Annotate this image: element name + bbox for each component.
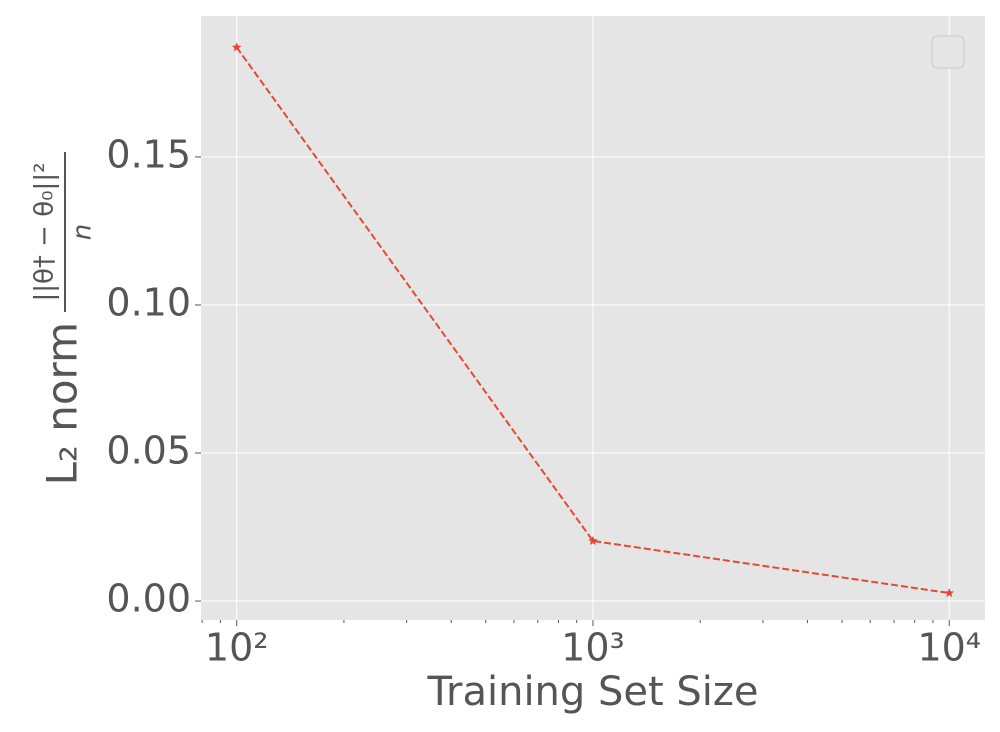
y-tick-label: 0.05	[106, 429, 191, 473]
marker	[944, 588, 954, 598]
x-tick-label: 10³	[561, 626, 625, 670]
marker	[231, 42, 242, 52]
y-tick-label: 0.15	[106, 132, 191, 176]
marker	[588, 535, 598, 545]
x-tick-label: 10⁴	[917, 626, 981, 670]
y-tick-label: 0.00	[106, 577, 191, 621]
legend-box	[931, 35, 965, 69]
y-axis-label-group: L₂ norm ||θ† − θ₀||² n	[30, 152, 98, 485]
x-axis-label: Training Set Size	[426, 669, 758, 715]
x-tick-label: 10²	[205, 626, 269, 670]
y-label-numerator: ||θ† − θ₀||²	[30, 162, 60, 301]
y-axis-label: L₂ norm	[38, 322, 87, 485]
y-tick-label: 0.10	[106, 280, 191, 324]
y-label-denominator: n	[68, 224, 98, 240]
series-line	[235, 46, 950, 595]
